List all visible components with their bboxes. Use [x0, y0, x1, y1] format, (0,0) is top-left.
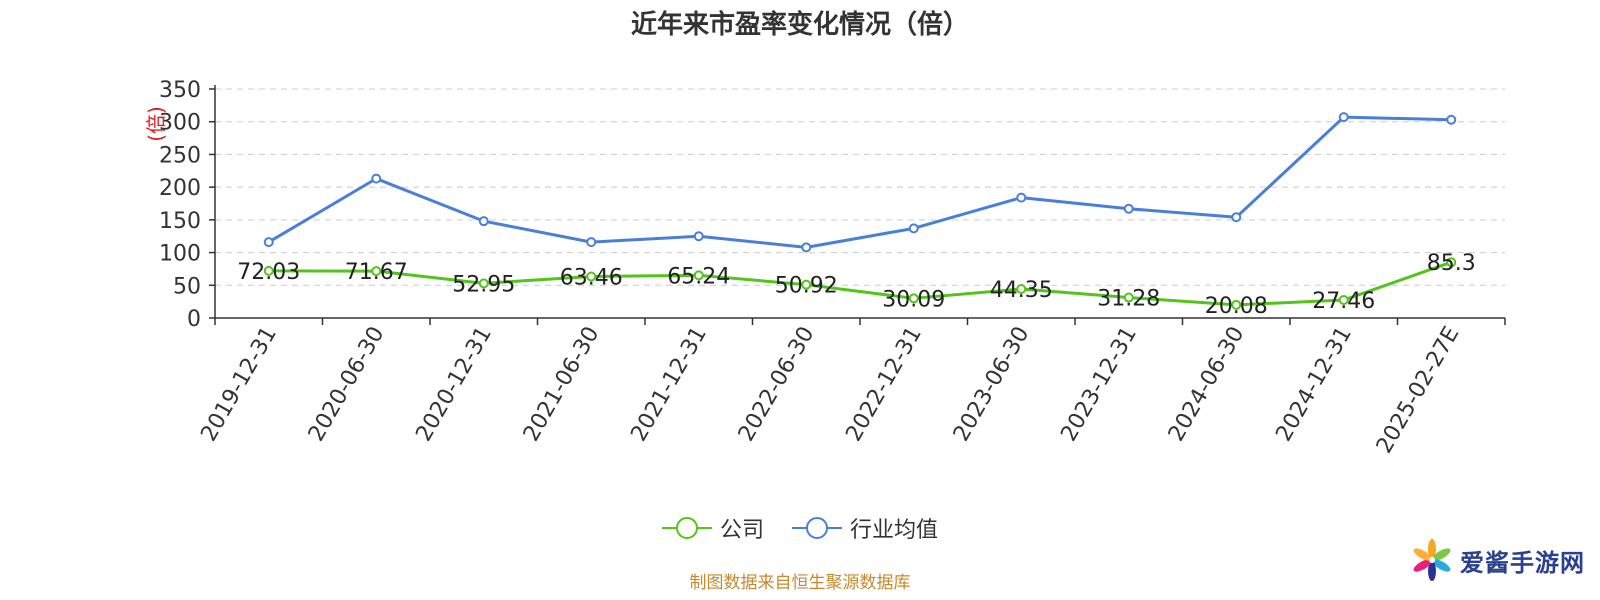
point-company[interactable]	[371, 266, 382, 277]
x-tick-label: 2022-06-30	[734, 323, 820, 446]
y-tick-label: 200	[159, 176, 201, 201]
series-layer	[263, 112, 1457, 310]
y-tick-label: 150	[159, 209, 201, 234]
x-tick-label: 2020-12-31	[411, 323, 497, 446]
point-industry-average[interactable]	[371, 173, 382, 184]
y-tick-label: 100	[159, 242, 201, 267]
point-industry-average[interactable]	[693, 231, 704, 242]
watermark-text: 爱酱手游网	[1460, 548, 1585, 577]
data-label-company: 52.95	[452, 272, 515, 297]
point-industry-average[interactable]	[1016, 192, 1027, 203]
legend-label-company: 公司	[719, 518, 764, 543]
point-industry-average[interactable]	[478, 216, 489, 227]
x-tick-label: 2024-12-31	[1271, 323, 1357, 446]
y-tick-label: 0	[187, 307, 201, 332]
data-label-company: 20.08	[1205, 294, 1268, 319]
point-company[interactable]	[693, 270, 704, 281]
point-industry-average[interactable]	[1123, 203, 1134, 214]
x-tick-label: 2021-12-31	[626, 323, 712, 446]
point-company[interactable]	[1231, 299, 1242, 310]
point-company[interactable]	[801, 279, 812, 290]
y-tick-label: 300	[159, 111, 201, 136]
legend-item-company[interactable]: 公司	[661, 512, 764, 544]
y-tick-label: 350	[159, 78, 201, 103]
source-note: 制图数据来自恒生聚源数据库	[689, 573, 911, 593]
point-company[interactable]	[1338, 295, 1349, 306]
x-tick-label: 2020-06-30	[304, 323, 390, 446]
point-industry-average[interactable]	[263, 237, 274, 248]
x-tick-label: 2022-12-31	[841, 323, 927, 446]
data-label-company: 72.03	[237, 260, 300, 285]
grid-layer	[215, 88, 1505, 286]
series-line-industry-average	[267, 115, 1452, 249]
y-axis-label: (倍)	[144, 106, 168, 142]
legend-marker-industry-average	[792, 516, 842, 540]
data-label-company: 30.09	[882, 287, 945, 312]
data-label-company: 85.3	[1427, 251, 1476, 276]
data-label-company: 44.35	[990, 278, 1053, 303]
point-industry-average[interactable]	[1446, 114, 1457, 125]
point-industry-average[interactable]	[801, 242, 812, 253]
legend-item-industry-average[interactable]: 行业均值	[792, 512, 938, 544]
chart-title: 近年来市盈率变化情况（倍）	[630, 10, 969, 40]
watermark: 爱酱手游网	[1410, 538, 1585, 582]
data-label-company: 31.28	[1097, 287, 1160, 312]
x-tick-label: 2019-12-31	[196, 323, 282, 446]
point-company[interactable]	[263, 265, 274, 276]
point-industry-average[interactable]	[1231, 212, 1242, 223]
y-tick-label: 50	[173, 274, 201, 299]
x-tick-label: 2025-02-27E	[1372, 323, 1465, 458]
data-label-company: 50.92	[775, 274, 838, 299]
point-company[interactable]	[1016, 283, 1027, 294]
point-company[interactable]	[908, 293, 919, 304]
point-industry-average[interactable]	[908, 223, 919, 234]
x-tick-label: 2023-12-31	[1056, 323, 1142, 446]
point-company[interactable]	[478, 278, 489, 289]
point-company[interactable]	[1123, 292, 1134, 303]
legend-marker-company	[661, 516, 712, 540]
data-label-company: 63.46	[560, 265, 623, 290]
series-line-company	[268, 260, 1452, 307]
label-layer: 72.03 71.67 52.95 63.46 65.24 50.92 30.09 44.35…	[237, 251, 1475, 319]
x-tick-label: 2021-06-30	[519, 323, 605, 446]
x-tick-label: 2024-06-30	[1164, 323, 1250, 446]
pinwheel-logo-icon	[1413, 539, 1451, 581]
legend: 公司 行业均值	[0, 512, 1600, 544]
point-industry-average[interactable]	[1338, 112, 1349, 123]
legend-label-industry-average: 行业均值	[850, 518, 939, 543]
point-company[interactable]	[1446, 257, 1457, 268]
point-industry-average[interactable]	[586, 237, 597, 248]
y-tick-label: 250	[159, 143, 201, 168]
point-company[interactable]	[586, 271, 597, 282]
data-label-company: 27.46	[1312, 289, 1375, 314]
x-tick-label: 2023-06-30	[949, 323, 1035, 446]
data-label-company: 65.24	[667, 264, 730, 289]
data-label-company: 71.67	[345, 260, 408, 285]
